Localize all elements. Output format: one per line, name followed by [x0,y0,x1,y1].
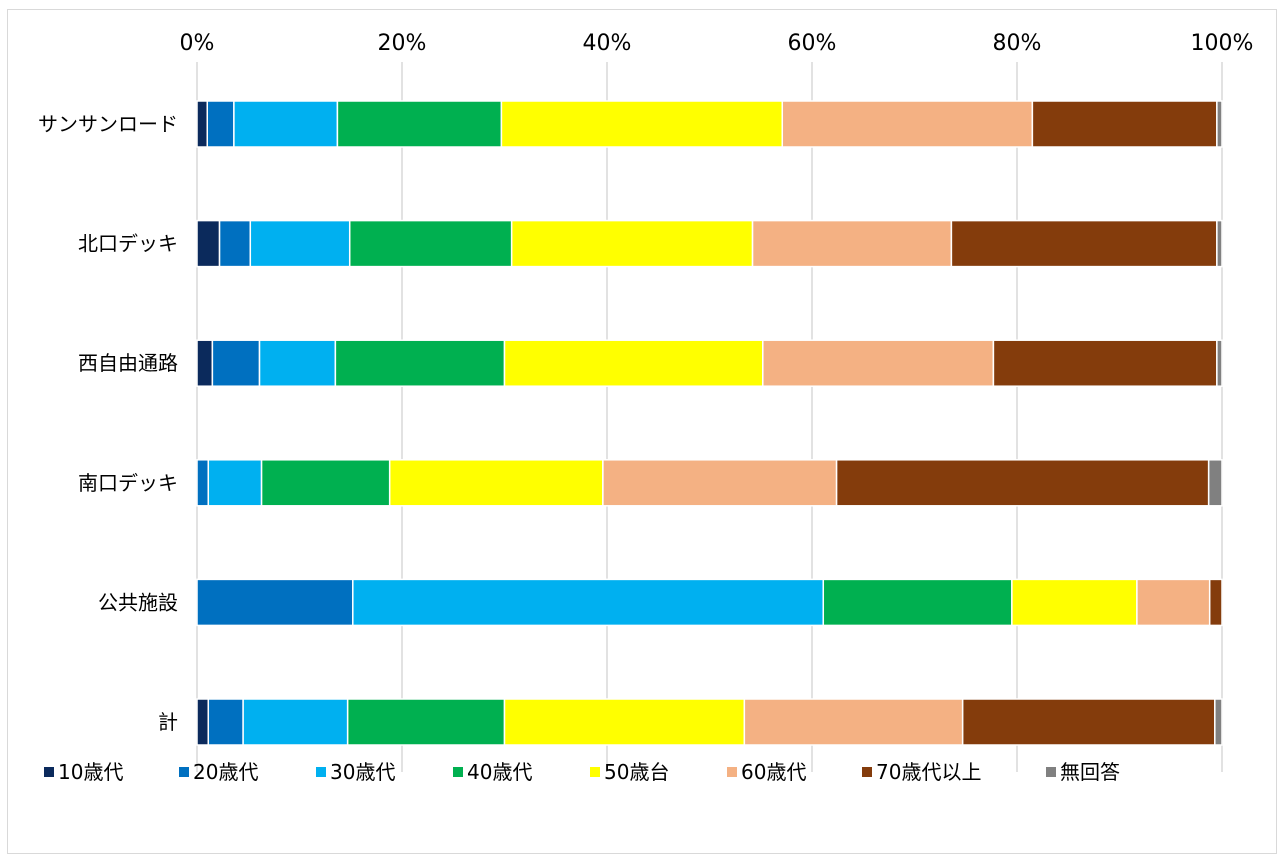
bar-segments [196,100,1223,746]
legend-swatch [590,767,600,777]
bar-segment [218,219,252,268]
x-tick-label: 0% [180,31,215,56]
bar-segment [196,698,210,746]
bar-segment [503,698,746,746]
x-axis-tick-labels: 0% 20% 40% 60% 80% 100% [180,31,1254,56]
legend-label: 無回答 [1060,760,1120,784]
chart-frame [7,9,1277,854]
bar-segment [196,339,214,387]
bar-segment [258,339,337,387]
bar-segment [751,219,953,268]
x-tick-label: 60% [788,31,837,56]
category-label: 北口デッキ [78,232,178,256]
x-tick-label: 100% [1191,31,1254,56]
legend-label: 60歳代 [741,760,806,784]
bar-segment [1208,578,1223,627]
bar-segment [503,339,764,387]
category-label: 南口デッキ [78,471,178,495]
legend-swatch [316,767,326,777]
bar-segment [196,100,208,148]
bar-segment [233,100,339,148]
bar-segment [207,698,244,746]
bar-segment [196,459,210,507]
bar-segment [1216,100,1223,148]
legend-swatch [453,767,463,777]
bar-segment [992,339,1218,387]
bar-segment [336,100,503,148]
bar-segment [196,219,221,268]
x-tick-label: 20% [378,31,427,56]
bar-segment [822,578,1013,627]
bar-segment [206,100,235,148]
bar-segment [334,339,506,387]
bar-segment [260,459,391,507]
category-label: 計 [158,710,178,734]
legend: 10歳代 20歳代 30歳代 40歳代 50歳台 60歳代 70歳代以上 無回答 [44,760,1120,784]
bar-segment [346,698,506,746]
bar-segment [1136,578,1211,627]
bar-segment [1216,339,1223,387]
bar-segment [1011,578,1138,627]
bar-segment [500,100,784,148]
legend-label: 50歳台 [604,760,669,784]
bar-segment [1207,459,1223,507]
bar-segment [510,219,754,268]
x-tick-label: 80% [993,31,1042,56]
legend-label: 20歳代 [193,760,258,784]
bar-segment [835,459,1210,507]
bar-segment [781,100,1034,148]
gridlines [196,62,1223,772]
bar-segment [1031,100,1218,148]
bar-segment [196,578,354,627]
bar-segment [961,698,1216,746]
bar-segment [388,459,604,507]
bar-segment [242,698,349,746]
bar-segment [602,459,838,507]
legend-label: 10歳代 [58,760,123,784]
legend-swatch [179,767,189,777]
bar-segment [743,698,964,746]
legend-swatch [862,767,872,777]
legend-swatch [44,767,54,777]
x-tick-label: 40% [583,31,632,56]
category-label: 西自由通路 [78,351,178,375]
category-label: 公共施設 [98,590,178,614]
legend-swatch [1046,767,1056,777]
legend-label: 40歳代 [467,760,532,784]
bar-segment [1216,219,1223,268]
bar-segment [950,219,1218,268]
bar-segment [352,578,825,627]
bar-segment [762,339,995,387]
legend-swatch [727,767,737,777]
bar-segment [211,339,261,387]
bar-segment [249,219,351,268]
legend-label: 30歳代 [330,760,395,784]
bar-segment [1214,698,1223,746]
bar-segment [348,219,513,268]
bar-segment [207,459,263,507]
legend-label: 70歳代以上 [876,760,981,784]
category-label: サンサンロード [38,112,178,136]
